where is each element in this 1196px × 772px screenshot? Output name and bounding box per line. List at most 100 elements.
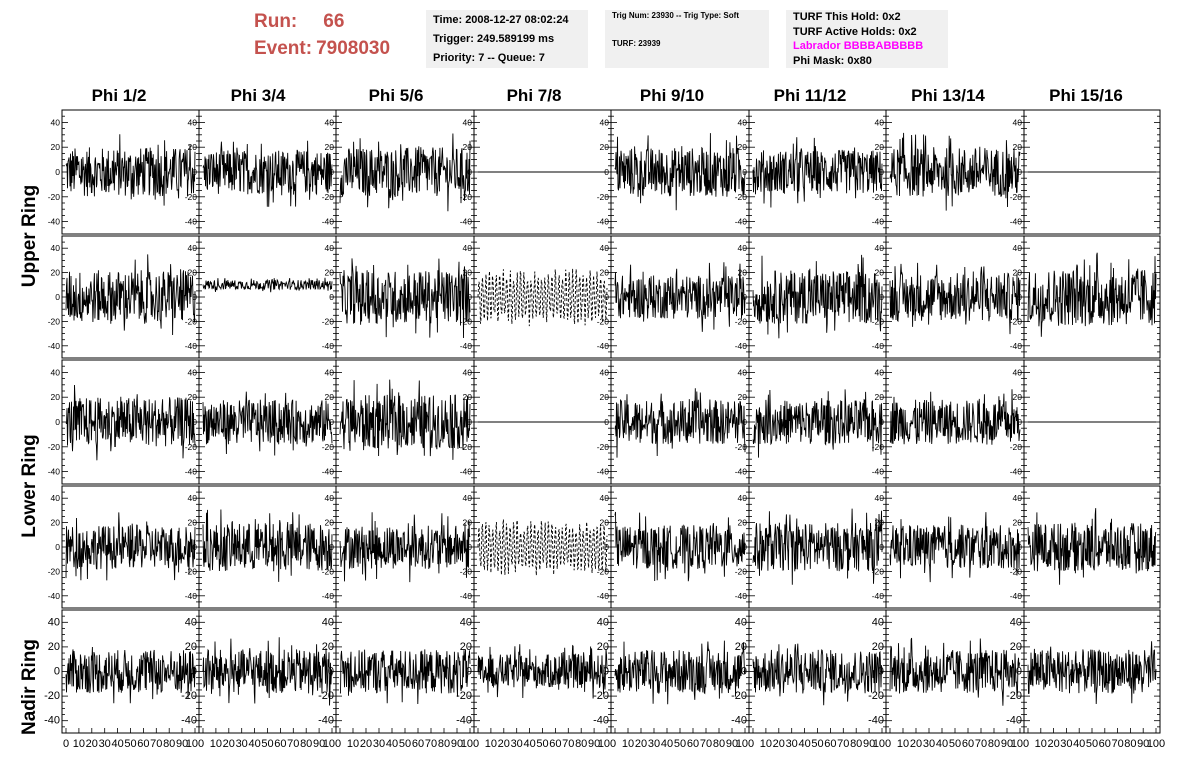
time-text: Time: 2008-12-27 08:02:24 xyxy=(433,14,569,26)
y-tick-label: -40 xyxy=(597,467,610,477)
y-tick-label: 20 xyxy=(875,518,885,528)
y-tick-label: 20 xyxy=(51,518,61,528)
waveform-trace xyxy=(752,643,883,706)
y-tick-label: 40 xyxy=(325,117,335,127)
y-tick-label: 0 xyxy=(329,417,334,427)
x-tick-label: 70 xyxy=(975,738,987,750)
y-tick-label: -40 xyxy=(731,715,747,727)
y-tick-label: -40 xyxy=(1010,591,1023,601)
y-tick-label: 0 xyxy=(55,417,60,427)
y-tick-label: 20 xyxy=(188,392,198,402)
y-tick-label: 0 xyxy=(879,167,884,177)
y-tick-label: 0 xyxy=(879,292,884,302)
x-tick-label: 80 xyxy=(713,738,725,750)
waveform-panel-r4-c7: -40 -20 0 20 40 xyxy=(1006,609,1161,734)
waveform-panel-r2-c2: -40 -20 0 20 40 xyxy=(322,359,475,485)
y-tick-label: 0 xyxy=(467,167,472,177)
x-tick-label: 20 xyxy=(86,738,98,750)
x-tick-label: 10 xyxy=(622,738,634,750)
y-tick-label: -40 xyxy=(735,591,748,601)
y-tick-label: -20 xyxy=(872,192,885,202)
y-tick-label: -40 xyxy=(1010,217,1023,227)
y-tick-label: 40 xyxy=(1013,367,1023,377)
waveform-panel-r0-c6: -40 -20 0 20 40 xyxy=(872,109,1025,235)
y-tick-label: -20 xyxy=(872,316,885,326)
waveform-panel-r0-c7: -40 -20 0 20 40 xyxy=(1010,109,1161,235)
x-tick-label: 60 xyxy=(274,738,286,750)
y-tick-label: 20 xyxy=(463,518,473,528)
y-tick-label: 40 xyxy=(600,493,610,503)
panel-frame xyxy=(198,485,337,609)
y-tick-label: -40 xyxy=(44,715,60,727)
x-tick-label: 30 xyxy=(99,738,111,750)
y-tick-label: -20 xyxy=(597,316,610,326)
y-tick-label: 40 xyxy=(325,367,335,377)
waveform-trace xyxy=(889,637,1021,706)
waveform-trace xyxy=(65,512,196,581)
waveform-trace xyxy=(1027,508,1157,585)
y-tick-label: -20 xyxy=(185,316,198,326)
y-tick-label: 0 xyxy=(329,542,334,552)
waveform-panel-r3-c2: -40 -20 0 20 40 xyxy=(322,485,475,609)
y-tick-label: -40 xyxy=(1010,467,1023,477)
y-tick-label: -40 xyxy=(593,715,609,727)
y-tick-label: 0 xyxy=(329,292,334,302)
y-tick-label: -20 xyxy=(1010,316,1023,326)
y-tick-label: 40 xyxy=(1013,243,1023,253)
x-tick-label: 50 xyxy=(261,738,273,750)
x-tick-label: 80 xyxy=(850,738,862,750)
y-tick-label: -40 xyxy=(872,467,885,477)
y-tick-label: -20 xyxy=(872,442,885,452)
waveform-panel-r2-c6: -40 -20 0 20 40 xyxy=(872,359,1025,485)
y-tick-label: 20 xyxy=(51,268,61,278)
y-tick-label: 40 xyxy=(875,493,885,503)
y-tick-label: 0 xyxy=(1017,417,1022,427)
y-tick-label: -20 xyxy=(318,690,334,702)
x-tick-label: 10 xyxy=(73,738,85,750)
waveform-trace xyxy=(65,384,196,461)
x-tick-label: 60 xyxy=(687,738,699,750)
y-tick-label: 20 xyxy=(48,641,60,653)
y-tick-label: 20 xyxy=(738,518,748,528)
x-tick-label: 60 xyxy=(1099,738,1111,750)
waveform-trace xyxy=(339,258,471,339)
column-header-phi-5-6: Phi 5/6 xyxy=(368,86,424,105)
y-tick-label: -20 xyxy=(44,690,60,702)
y-tick-label: 0 xyxy=(329,167,334,177)
y-tick-label: 40 xyxy=(463,243,473,253)
y-tick-label: 40 xyxy=(600,367,610,377)
trigger-info-box: Trig Num: 23930 -- Trig Type: Soft TURF:… xyxy=(605,10,769,68)
y-tick-label: 40 xyxy=(738,493,748,503)
column-header-phi-11-12: Phi 11/12 xyxy=(773,86,847,105)
waveform-panel-r4-c6: -40 -20 0 20 40 xyxy=(868,609,1025,734)
panel-frame xyxy=(335,359,475,485)
y-tick-label: 40 xyxy=(463,367,473,377)
y-tick-label: -40 xyxy=(48,341,61,351)
waveform-trace xyxy=(614,640,746,705)
x-tick-label: 50 xyxy=(949,738,961,750)
y-tick-label: -20 xyxy=(460,442,473,452)
y-tick-label: -20 xyxy=(868,690,884,702)
y-tick-label: -40 xyxy=(185,467,198,477)
waveform-panel-r3-c4: -40 -20 0 20 40 xyxy=(597,485,750,609)
x-tick-label: 90 xyxy=(451,738,463,750)
x-tick-label: 20 xyxy=(498,738,510,750)
x-tick-label: 10 xyxy=(347,738,359,750)
waveform-panel-r4-c2: -40 -20 0 20 40 xyxy=(318,609,475,734)
y-tick-label: 0 xyxy=(604,417,609,427)
x-tick-label: 70 xyxy=(700,738,712,750)
x-tick-label: 90 xyxy=(1137,738,1149,750)
y-tick-label: 40 xyxy=(185,616,197,628)
x-tick-label: 0 xyxy=(63,738,69,750)
run-value: 66 xyxy=(323,11,345,32)
x-tick-label: 100 xyxy=(461,738,479,750)
x-tick-label: 40 xyxy=(1073,738,1085,750)
y-tick-label: 0 xyxy=(742,417,747,427)
y-tick-label: 20 xyxy=(875,268,885,278)
x-tick-label: 30 xyxy=(923,738,935,750)
waveform-trace xyxy=(752,508,883,585)
y-tick-label: -20 xyxy=(322,316,335,326)
y-tick-label: 40 xyxy=(872,616,884,628)
waveform-trace xyxy=(339,512,471,583)
x-tick-label: 70 xyxy=(425,738,437,750)
